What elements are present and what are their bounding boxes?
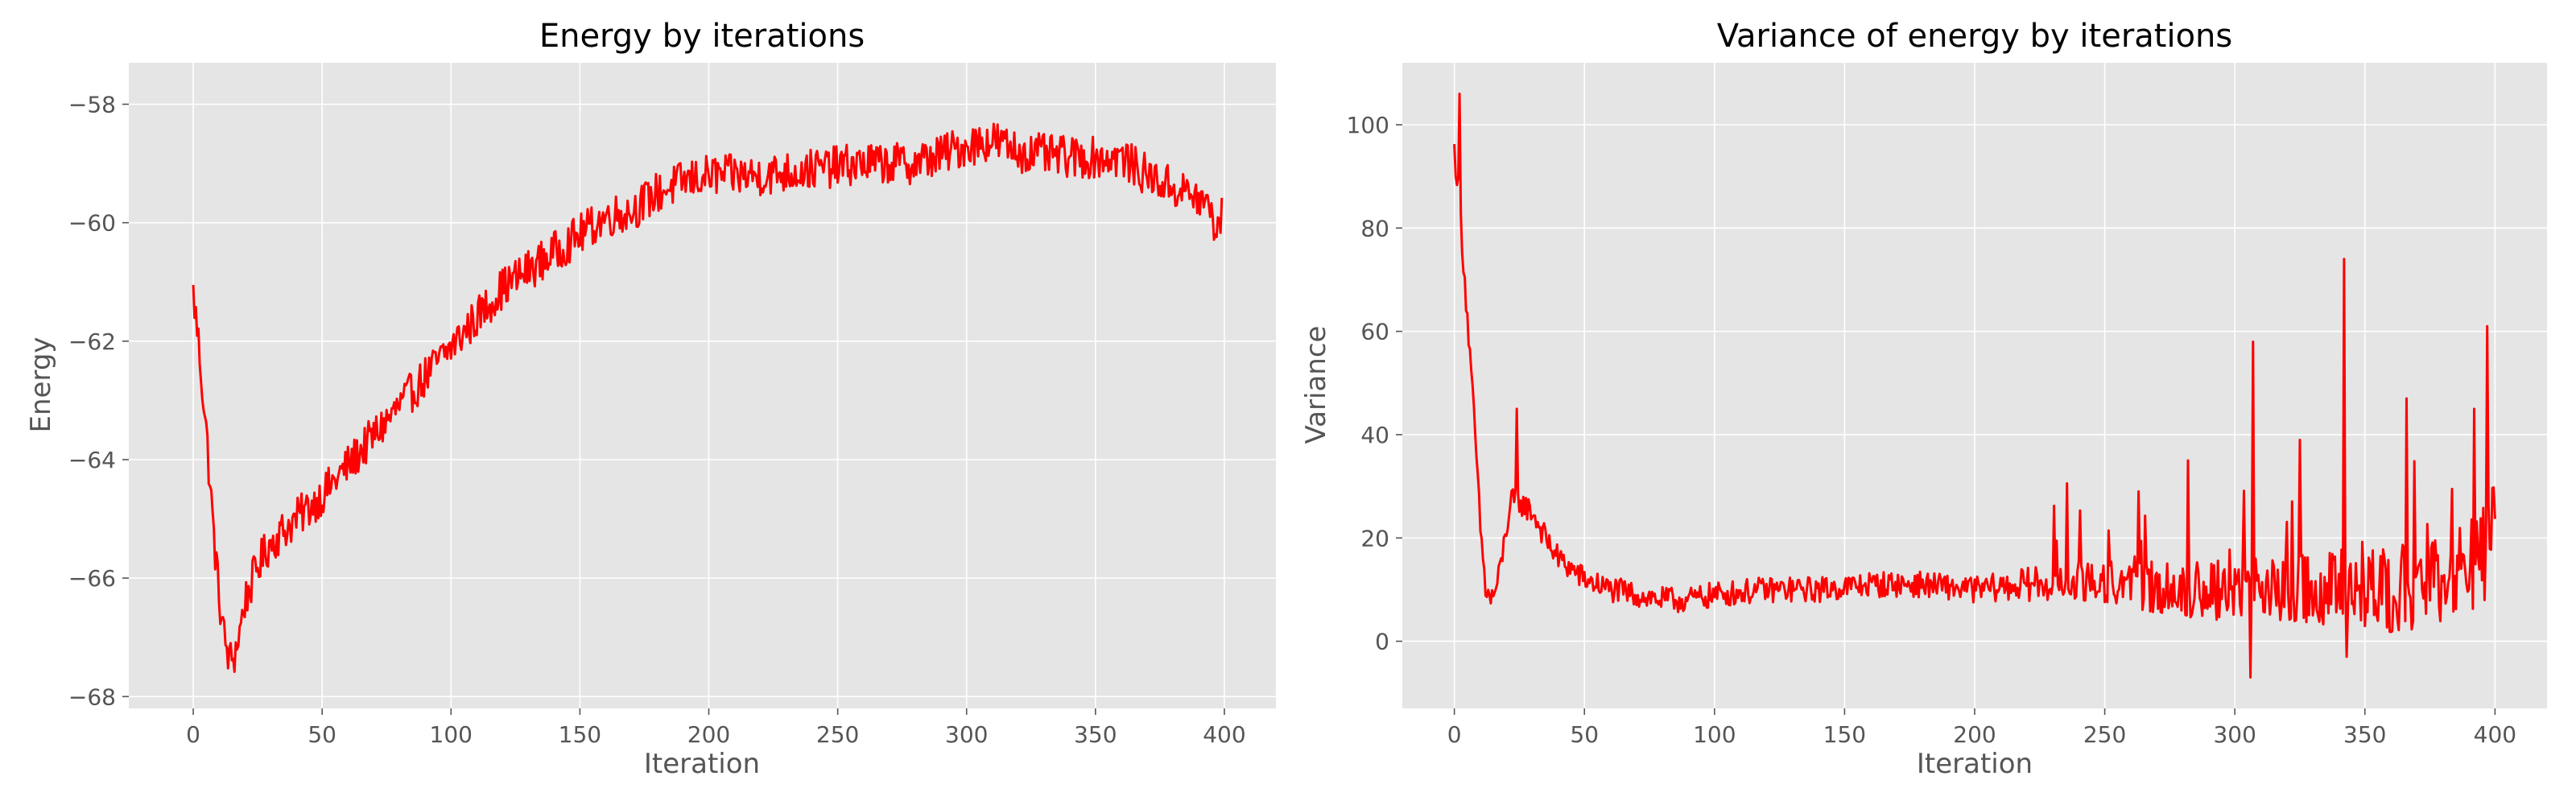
- y-tick-label: 40: [1360, 422, 1389, 448]
- y-tick-label: 100: [1347, 112, 1389, 138]
- series-line: [1453, 93, 2496, 679]
- x-axis-label: Iteration: [1917, 748, 2033, 780]
- y-tick-label: −62: [68, 328, 116, 355]
- y-tick-label: 60: [1360, 319, 1389, 345]
- y-axis-label: Energy: [25, 336, 57, 432]
- plot-area: [129, 63, 1276, 708]
- x-tick-label: 350: [2343, 721, 2386, 748]
- energy-chart: Energy by iterations Iteration Energy 0 5…: [25, 18, 1276, 780]
- x-tick-label: 350: [1074, 721, 1117, 748]
- y-tick-label: −58: [68, 92, 116, 118]
- x-tick-label: 200: [687, 721, 730, 748]
- chart-title: Energy by iterations: [539, 18, 865, 55]
- x-tick-label: 250: [816, 721, 859, 748]
- y-tick-label: −60: [68, 210, 116, 237]
- x-tick-label: 200: [1953, 721, 1996, 748]
- y-tick-label: −68: [68, 683, 116, 710]
- y-tick-label: 0: [1375, 629, 1389, 655]
- x-tick-label: 300: [2213, 721, 2256, 748]
- y-axis-label: Variance: [1300, 326, 1332, 444]
- x-tick-label: 150: [1823, 721, 1866, 748]
- x-tick-label: 50: [308, 721, 336, 748]
- x-tick-label: 250: [2083, 721, 2126, 748]
- x-tick-label: 400: [2474, 721, 2516, 748]
- y-tick-label: −64: [68, 447, 116, 473]
- variance-chart: Variance of energy by iterations Iterati…: [1300, 18, 2547, 780]
- x-axis-label: Iteration: [644, 748, 760, 780]
- x-tick-label: 100: [430, 721, 473, 748]
- y-tick-label: 80: [1360, 215, 1389, 242]
- chart-title: Variance of energy by iterations: [1717, 18, 2232, 55]
- x-tick-label: 0: [186, 721, 200, 748]
- x-tick-label: 0: [1447, 721, 1462, 748]
- x-tick-label: 150: [559, 721, 601, 748]
- series-line: [192, 122, 1224, 673]
- y-tick-label: −66: [68, 565, 116, 592]
- x-tick-label: 50: [1570, 721, 1599, 748]
- x-tick-label: 100: [1693, 721, 1736, 748]
- y-tick-label: 20: [1360, 525, 1389, 551]
- x-tick-label: 400: [1203, 721, 1245, 748]
- x-tick-label: 300: [945, 721, 988, 748]
